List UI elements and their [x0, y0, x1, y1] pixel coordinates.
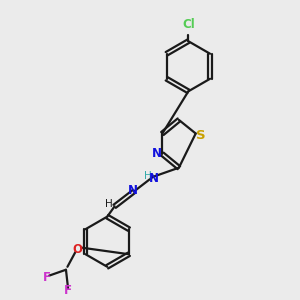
Text: F: F [43, 271, 51, 284]
Text: H: H [144, 171, 152, 181]
Text: N: N [152, 147, 162, 160]
Text: H: H [105, 199, 113, 209]
Text: N: N [128, 184, 138, 197]
Text: N: N [148, 172, 158, 184]
Text: F: F [63, 284, 71, 298]
Text: O: O [73, 243, 83, 256]
Text: S: S [196, 129, 206, 142]
Text: Cl: Cl [182, 18, 195, 31]
